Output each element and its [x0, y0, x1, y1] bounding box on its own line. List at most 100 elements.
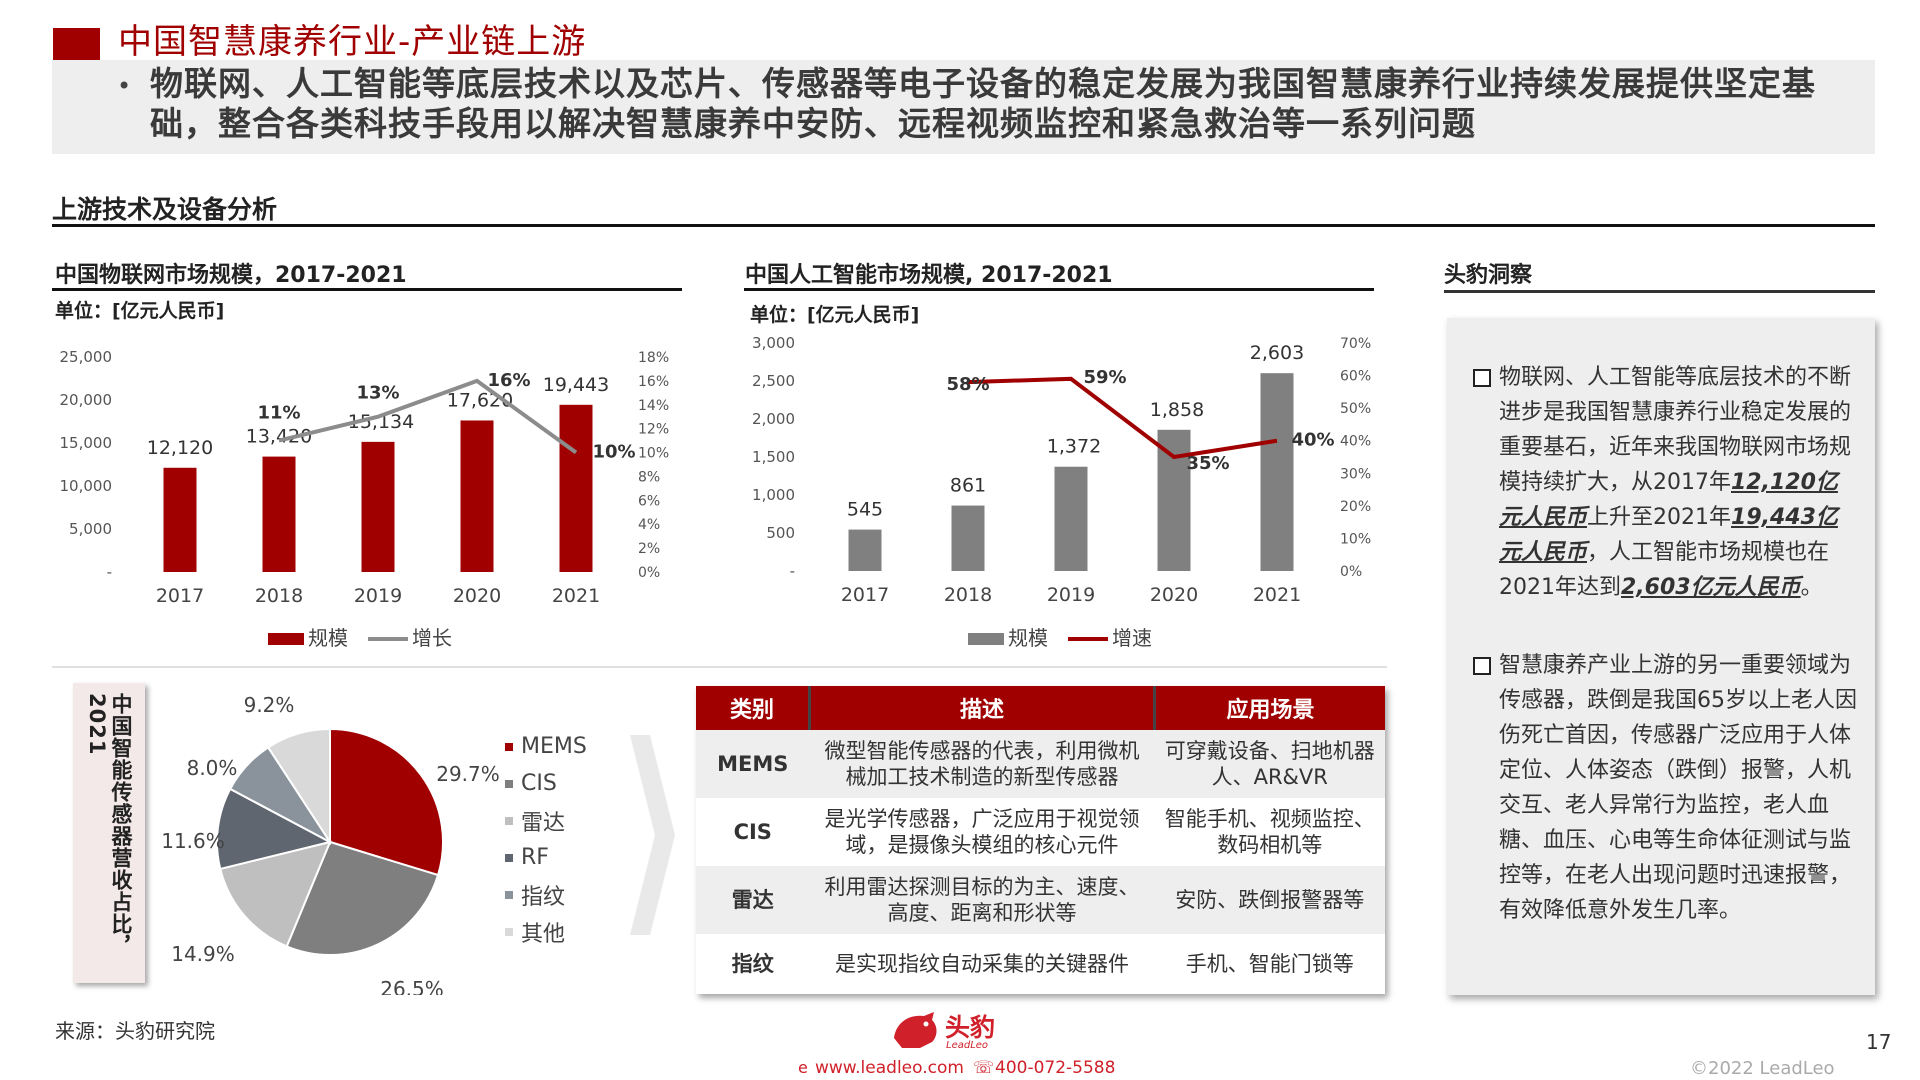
website-link[interactable]: www.leadleo.com	[815, 1058, 964, 1078]
y2-tick-label: 30%	[1340, 466, 1371, 482]
bar	[1054, 466, 1088, 571]
insight-text: 上升至2021年	[1587, 505, 1732, 530]
insight-text: 物联网、人工智能等底层技术的不断进步是我国智慧康养行业稳定发展的重要基石，近年来…	[1499, 365, 1852, 495]
insight-highlight: 2,603亿元人民币	[1621, 575, 1801, 600]
line-data-label: 40%	[1291, 430, 1334, 451]
section-divider	[52, 666, 1387, 668]
y-tick-label: 2,000	[752, 410, 795, 428]
bar-data-label: 545	[847, 499, 883, 521]
chevron-right-icon	[630, 735, 675, 935]
bar-data-label: 13,420	[246, 426, 312, 448]
line-data-label: 10%	[592, 442, 635, 463]
y-tick-label: 25,000	[60, 348, 113, 366]
bar-data-label: 861	[950, 475, 986, 497]
line-series	[278, 378, 578, 455]
x-tick-label: 2018	[944, 584, 992, 606]
bar-data-label: 15,134	[348, 411, 414, 433]
legend-label: MEMS	[521, 734, 587, 759]
insight-paragraph-2: 智慧康养产业上游的另一重要领域为传感器，跌倒是我国65岁以上老人因伤死亡首因，传…	[1473, 648, 1858, 928]
bar	[163, 467, 197, 572]
y2-tick-label: 50%	[1340, 401, 1371, 417]
ai-chart-unit: 单位：[亿元人民币]	[750, 304, 920, 326]
legend-swatch	[505, 816, 513, 825]
legend-swatch	[505, 853, 513, 862]
y-tick-label: 2,500	[752, 372, 795, 390]
x-tick-label: 2019	[354, 585, 402, 607]
brand-logo-subtext: LeadLeo	[946, 1040, 989, 1051]
y-tick-label: -	[107, 563, 112, 581]
copyright: ©2022 LeadLeo	[1690, 1058, 1835, 1079]
table-cell-scene: 可穿戴设备、扫地机器人、AR&VR	[1154, 730, 1385, 798]
ai-chart-rule	[744, 288, 1374, 291]
y2-tick-label: 4%	[638, 517, 660, 533]
sensor-table: 类别 描述 应用场景 MEMS 微型智能传感器的代表，利用微机械加工技术制造的新…	[696, 686, 1385, 994]
bar	[559, 404, 593, 572]
x-tick-label: 2021	[552, 585, 600, 607]
ai-chart: 3,000 2,500 2,000 1,500 1,000 500 - 70% 60% 50% 40…	[752, 334, 1371, 650]
legend-bar-swatch	[968, 633, 1004, 645]
y2-tick-label: 10%	[1340, 531, 1371, 547]
pie-title: 中国智能传感器营收占比，2021	[85, 693, 133, 957]
x-tick-label: 2017	[841, 584, 889, 606]
y2-tick-label: 6%	[638, 493, 660, 509]
table-cell-category: MEMS	[696, 730, 810, 798]
y2-tick-label: 8%	[638, 469, 660, 485]
pie-slice	[285, 840, 440, 956]
y2-tick-label: 40%	[1340, 434, 1371, 450]
y2-tick-label: 0%	[638, 565, 660, 581]
brand-logo-text: 头豹	[945, 1013, 996, 1042]
y-tick-label: 15,000	[60, 434, 113, 452]
x-tick-label: 2021	[1253, 584, 1301, 606]
x-tick-label: 2018	[255, 585, 303, 607]
y-tick-label: 3,000	[752, 334, 795, 352]
y2-tick-label: 70%	[1340, 336, 1371, 352]
phone-icon: ☏	[973, 1058, 995, 1078]
bar-data-label: 1,858	[1150, 399, 1204, 421]
bar	[262, 456, 296, 572]
insight-title: 头豹洞察	[1444, 263, 1533, 288]
bar	[848, 529, 882, 571]
x-tick-label: 2020	[1150, 584, 1198, 606]
slide-title: 中国智慧康养行业-产业链上游	[118, 22, 587, 62]
y2-tick-label: 0%	[1340, 564, 1362, 580]
y2-tick-label: 10%	[638, 446, 669, 462]
legend-line-label: 增速	[1112, 626, 1152, 650]
page-number: 17	[1866, 1030, 1892, 1054]
legend-line-label: 增长	[412, 626, 452, 650]
bar-data-label: 12,120	[147, 437, 213, 459]
table-row: 雷达 利用雷达探测目标的为主、速度、高度、距离和形状等 安防、跌倒报警器等	[696, 866, 1385, 934]
table-header-category: 类别	[696, 686, 811, 730]
table-row: MEMS 微型智能传感器的代表，利用微机械加工技术制造的新型传感器 可穿戴设备、…	[696, 730, 1385, 798]
iot-chart-title: 中国物联网市场规模，2017-2021	[55, 263, 407, 288]
table-cell-category: 雷达	[696, 866, 810, 934]
y-tick-label: 20,000	[60, 391, 113, 409]
pie-data-label: 14.9%	[171, 942, 235, 966]
x-tick-label: 2020	[453, 585, 501, 607]
pie-title-box: 中国智能传感器营收占比，2021	[73, 683, 145, 983]
x-tick-label: 2019	[1047, 584, 1095, 606]
x-tick-label: 2017	[156, 585, 204, 607]
table-cell-scene: 手机、智能门锁等	[1154, 934, 1385, 994]
legend-label: 指纹	[521, 884, 566, 910]
pie-legend-item: 雷达	[505, 802, 587, 839]
line-series	[967, 376, 1278, 460]
insight-panel: 物联网、人工智能等底层技术的不断进步是我国智慧康养行业稳定发展的重要基石，近年来…	[1447, 318, 1875, 995]
legend-label: RF	[521, 845, 549, 870]
y-tick-label: -	[790, 562, 795, 580]
bar	[1157, 429, 1191, 571]
pie-legend-item: RF	[505, 839, 587, 876]
y-tick-label: 1,000	[752, 486, 795, 504]
y2-tick-label: 14%	[638, 398, 669, 414]
checkbox-icon	[1473, 369, 1491, 387]
legend-swatch	[505, 779, 513, 788]
checkbox-icon	[1473, 657, 1491, 675]
bar	[361, 441, 395, 572]
table-cell-description: 微型智能传感器的代表，利用微机械加工技术制造的新型传感器	[809, 730, 1155, 798]
y-tick-label: 5,000	[69, 520, 112, 538]
bar-data-label: 1,372	[1047, 436, 1101, 458]
legend-bar-label: 规模	[1008, 626, 1048, 650]
insight-text: 智慧康养产业上游的另一重要领域为传感器，跌倒是我国65岁以上老人因伤死亡首因，传…	[1499, 653, 1857, 923]
source-note: 来源：头豹研究院	[55, 1019, 215, 1043]
line-data-label: 59%	[1083, 367, 1126, 388]
table-header-description: 描述	[809, 686, 1156, 730]
